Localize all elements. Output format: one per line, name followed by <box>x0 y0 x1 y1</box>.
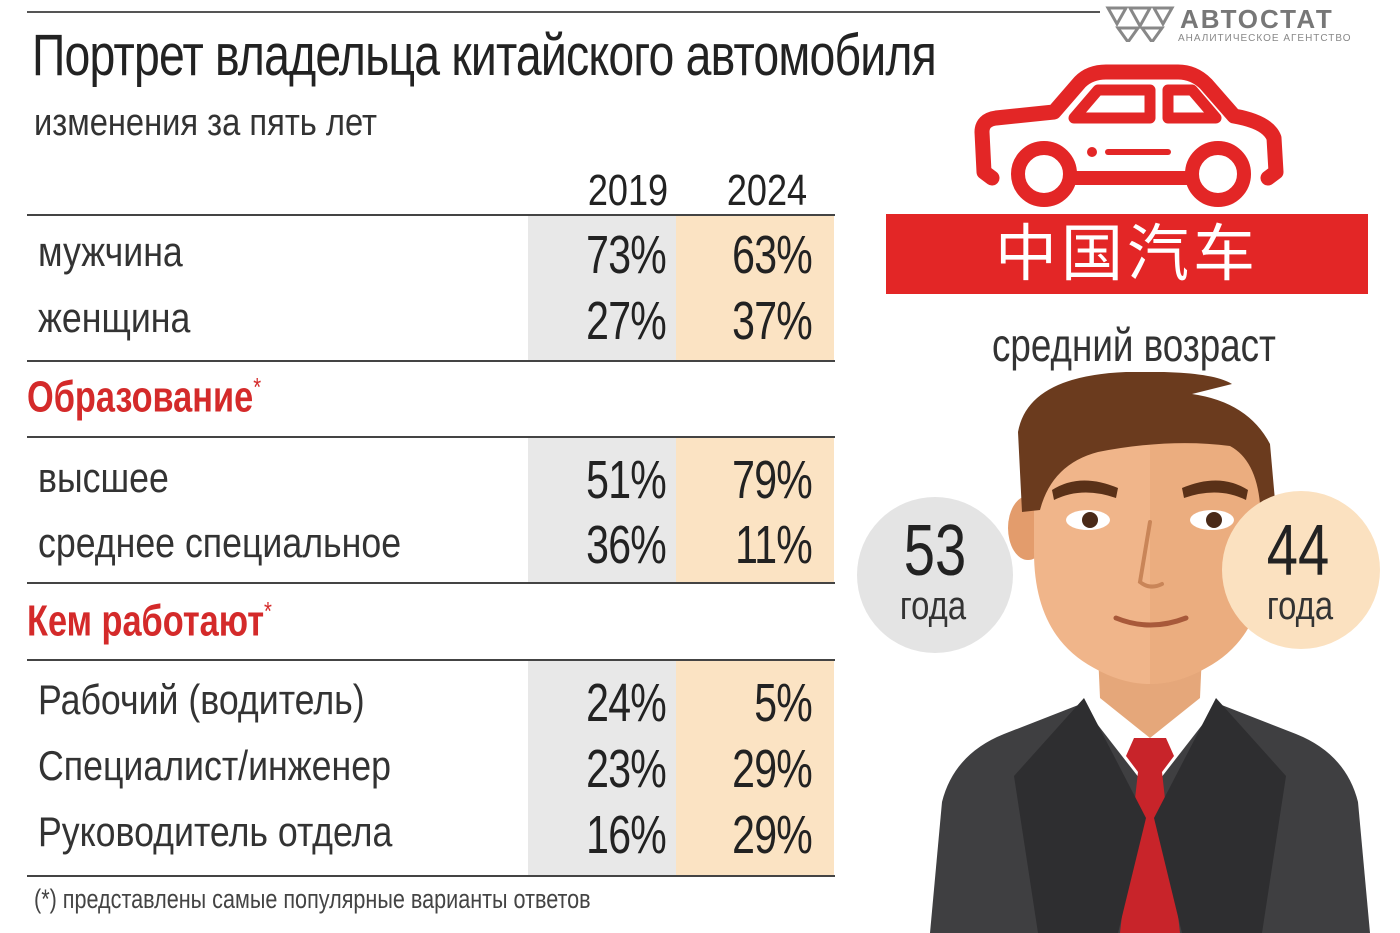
row-label-secondary-special: среднее специальное <box>38 519 402 566</box>
value-higher-education-2024: 79% <box>732 450 813 510</box>
table-divider <box>27 659 835 661</box>
value-secondary-special-2019: 36% <box>586 515 667 575</box>
table-divider <box>27 214 835 216</box>
row-label-worker-driver: Рабочий (водитель) <box>38 676 365 723</box>
value-male-2019: 73% <box>586 225 667 285</box>
row-label-female: женщина <box>38 294 191 341</box>
value-female-2024: 37% <box>732 291 813 351</box>
page-subtitle: изменения за пять лет <box>34 102 378 144</box>
row-label-department-head: Руководитель отдела <box>38 808 393 855</box>
work-heading-text: Кем работают <box>27 596 265 646</box>
age-2019-value: 53 <box>903 511 967 591</box>
car-icon <box>974 64 1284 207</box>
education-asterisk: * <box>253 372 262 402</box>
footnote: (*) представлены самые популярные вариан… <box>34 884 591 914</box>
logo-subtitle: АНАЛИТИЧЕСКОЕ АГЕНТСТВО <box>1178 33 1352 44</box>
value-higher-education-2019: 51% <box>586 450 667 510</box>
value-specialist-engineer-2024: 29% <box>732 739 813 799</box>
row-label-male: мужчина <box>38 228 183 275</box>
man-portrait-illustration <box>930 372 1370 933</box>
col-2019-bg-gender <box>528 216 676 360</box>
age-circle-2019 <box>857 497 1013 653</box>
table-divider <box>27 582 835 584</box>
average-age-label: средний возраст <box>992 319 1276 371</box>
page-title: Портрет владельца китайского автомобиля <box>32 23 937 88</box>
year-header-2024: 2024 <box>726 166 808 215</box>
row-label-specialist-engineer: Специалист/инженер <box>38 742 391 789</box>
value-specialist-engineer-2019: 23% <box>586 739 667 799</box>
education-heading-text: Образование <box>27 372 254 422</box>
value-worker-driver-2019: 24% <box>586 673 667 733</box>
section-heading-work: Кем работают* <box>27 596 272 647</box>
age-circle-2024 <box>1222 491 1380 649</box>
autostat-logo-icon <box>1105 6 1175 42</box>
value-department-head-2024: 29% <box>732 805 813 865</box>
col-2019-bg-education <box>528 438 676 582</box>
table-divider <box>27 875 835 877</box>
table-divider <box>27 360 835 362</box>
value-secondary-special-2024: 11% <box>735 515 813 575</box>
col-2024-bg-work <box>676 661 834 875</box>
value-department-head-2019: 16% <box>586 805 667 865</box>
logo-name: АВТОСТАТ <box>1180 4 1334 34</box>
value-worker-driver-2024: 5% <box>754 673 813 733</box>
value-female-2019: 27% <box>586 291 667 351</box>
row-label-higher-education: высшее <box>38 454 169 501</box>
col-2019-bg-work <box>528 661 676 875</box>
value-male-2024: 63% <box>732 225 813 285</box>
col-2024-bg-education <box>676 438 834 582</box>
age-2024-value: 44 <box>1266 511 1330 591</box>
top-divider <box>27 11 1100 13</box>
year-header-2019: 2019 <box>587 166 669 215</box>
age-2019-unit: года <box>899 584 967 628</box>
work-asterisk: * <box>264 596 272 626</box>
col-2024-bg-gender <box>676 216 834 360</box>
age-2024-unit: года <box>1266 584 1334 628</box>
section-heading-education: Образование* <box>27 372 261 423</box>
table-divider <box>27 436 835 438</box>
banner-chinese-text: 中国汽车 <box>994 217 1259 290</box>
banner-background <box>886 214 1368 294</box>
